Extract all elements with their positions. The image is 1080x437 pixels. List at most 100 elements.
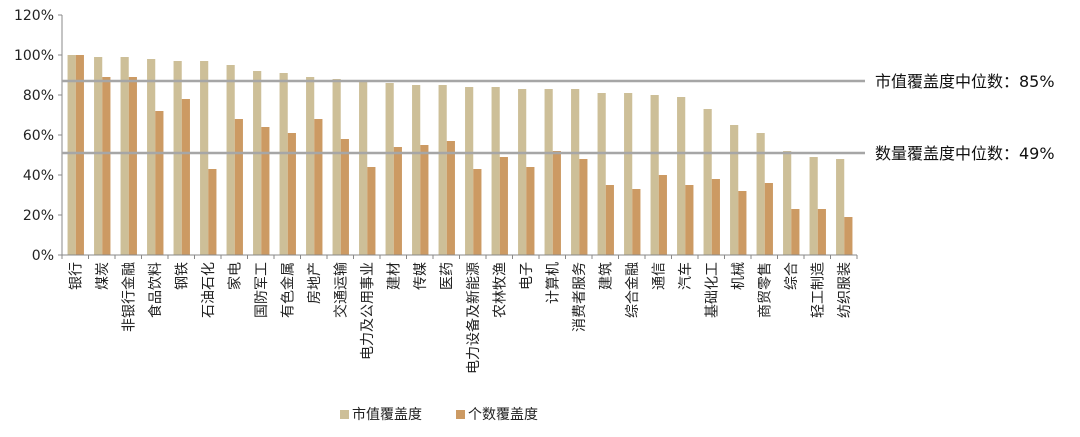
bar-market-cap-coverage: [544, 89, 553, 255]
y-tick-label: 100%: [14, 48, 54, 64]
bar-count-coverage: [579, 159, 588, 255]
bar-market-cap-coverage: [624, 93, 633, 255]
bar-market-cap-coverage: [571, 89, 580, 255]
bar-count-coverage: [420, 145, 429, 255]
x-tick-label: 交通运输: [332, 262, 349, 318]
bar-market-cap-coverage: [756, 133, 765, 255]
x-tick-label: 通信: [651, 262, 667, 290]
bar-market-cap-coverage: [438, 85, 447, 255]
bar-market-cap-coverage: [173, 61, 182, 255]
bar-count-coverage: [128, 77, 137, 255]
x-tick-label: 房地产: [307, 262, 323, 304]
x-tick-label: 医药: [439, 262, 455, 290]
x-tick-label: 基础化工: [703, 262, 720, 318]
x-tick-label: 商贸零售: [757, 262, 773, 318]
legend: 市值覆盖度 个数覆盖度: [340, 406, 538, 423]
bar-market-cap-coverage: [650, 95, 659, 255]
bar-count-coverage: [234, 119, 243, 255]
x-tick-label: 农林牧渔: [492, 262, 508, 318]
bar-count-coverage: [155, 111, 164, 255]
y-tick-label: 80%: [23, 88, 54, 104]
x-tick-label: 综合金融: [625, 262, 641, 318]
bar-market-cap-coverage: [226, 65, 235, 255]
bar-market-cap-coverage: [147, 59, 156, 255]
x-tick-label: 汽车: [677, 262, 694, 290]
x-tick-label: 石油石化: [201, 262, 217, 318]
y-axis: 0% 20% 40% 60% 80% 100% 120%: [14, 8, 63, 264]
bar-market-cap-coverage: [120, 57, 129, 255]
bar-count-coverage: [738, 191, 747, 255]
bar-count-coverage: [75, 55, 84, 255]
x-axis: 银行 煤炭 非银行金融 食品饮料 钢铁 石油石化 家电 国防军工 有色金属 房地产 交通运输 电力及公…: [61, 254, 858, 374]
legend-label: 市值覆盖度: [352, 406, 422, 423]
bar-count-coverage: [102, 77, 111, 255]
bar-market-cap-coverage: [253, 71, 262, 255]
bar-count-coverage: [632, 189, 641, 255]
x-tick-label: 传媒: [413, 262, 429, 290]
bar-market-cap-coverage: [730, 125, 739, 255]
median-reference-label: 市值覆盖度中位数：85%: [875, 72, 1055, 91]
x-tick-label: 建筑: [598, 262, 614, 290]
bar-market-cap-coverage: [94, 57, 103, 255]
bar-market-cap-coverage: [491, 87, 500, 255]
x-tick-label: 家电: [226, 262, 243, 290]
bar-market-cap-coverage: [518, 89, 527, 255]
reference-lines: 市值覆盖度中位数：85% 数量覆盖度中位数：49%: [62, 72, 1055, 163]
bar-count-coverage: [552, 151, 561, 255]
x-tick-label: 国防军工: [254, 262, 270, 318]
bar-count-coverage: [287, 133, 296, 255]
bar-market-cap-coverage: [703, 109, 712, 255]
bar-market-cap-coverage: [67, 55, 76, 255]
bar-market-cap-coverage: [783, 151, 792, 255]
bar-count-coverage: [526, 167, 535, 255]
x-tick-label: 电子: [519, 262, 535, 290]
bar-count-coverage: [605, 185, 614, 255]
bar-count-coverage: [844, 217, 853, 255]
bar-count-coverage: [340, 139, 349, 255]
bar-market-cap-coverage: [677, 97, 686, 255]
bar-count-coverage: [367, 167, 376, 255]
median-reference-label: 数量覆盖度中位数：49%: [875, 144, 1055, 163]
bar-market-cap-coverage: [836, 159, 845, 255]
x-tick-label: 电力及公用事业: [360, 262, 376, 360]
x-tick-label: 机械: [731, 262, 747, 290]
bar-count-coverage: [764, 183, 773, 255]
bar-count-coverage: [261, 127, 270, 255]
bar-market-cap-coverage: [279, 73, 288, 255]
x-tick-label: 有色金属: [279, 262, 296, 318]
bar-count-coverage: [499, 157, 508, 255]
bar-market-cap-coverage: [412, 85, 421, 255]
legend-label: 个数覆盖度: [468, 407, 538, 423]
x-tick-label: 钢铁: [174, 262, 190, 290]
bar-count-coverage: [658, 175, 667, 255]
bar-count-coverage: [393, 147, 402, 255]
bar-market-cap-coverage: [465, 87, 474, 255]
bar-market-cap-coverage: [359, 81, 368, 255]
bar-market-cap-coverage: [306, 77, 315, 255]
x-tick-label: 非银行金融: [121, 262, 137, 332]
x-tick-label: 银行: [68, 262, 84, 290]
bar-market-cap-coverage: [200, 61, 209, 255]
y-tick-label: 0%: [32, 248, 54, 264]
bar-count-coverage: [473, 169, 482, 255]
legend-swatch: [456, 410, 465, 419]
bar-count-coverage: [446, 141, 455, 255]
x-tick-label: 消费者服务: [572, 262, 588, 332]
bar-count-coverage: [314, 119, 323, 255]
bar-market-cap-coverage: [385, 83, 394, 255]
x-tick-label: 建材: [386, 262, 402, 290]
bar-count-coverage: [711, 179, 720, 255]
x-tick-label: 轻工制造: [810, 262, 826, 318]
legend-swatch: [340, 410, 349, 419]
y-tick-label: 40%: [23, 168, 54, 184]
bars: [67, 55, 853, 255]
bar-market-cap-coverage: [597, 93, 606, 255]
bar-market-cap-coverage: [809, 157, 818, 255]
x-tick-label: 综合: [784, 262, 800, 290]
x-tick-label: 电力设备及新能源: [465, 262, 482, 374]
bar-market-cap-coverage: [332, 79, 341, 255]
bar-count-coverage: [791, 209, 800, 255]
bar-count-coverage: [208, 169, 217, 255]
